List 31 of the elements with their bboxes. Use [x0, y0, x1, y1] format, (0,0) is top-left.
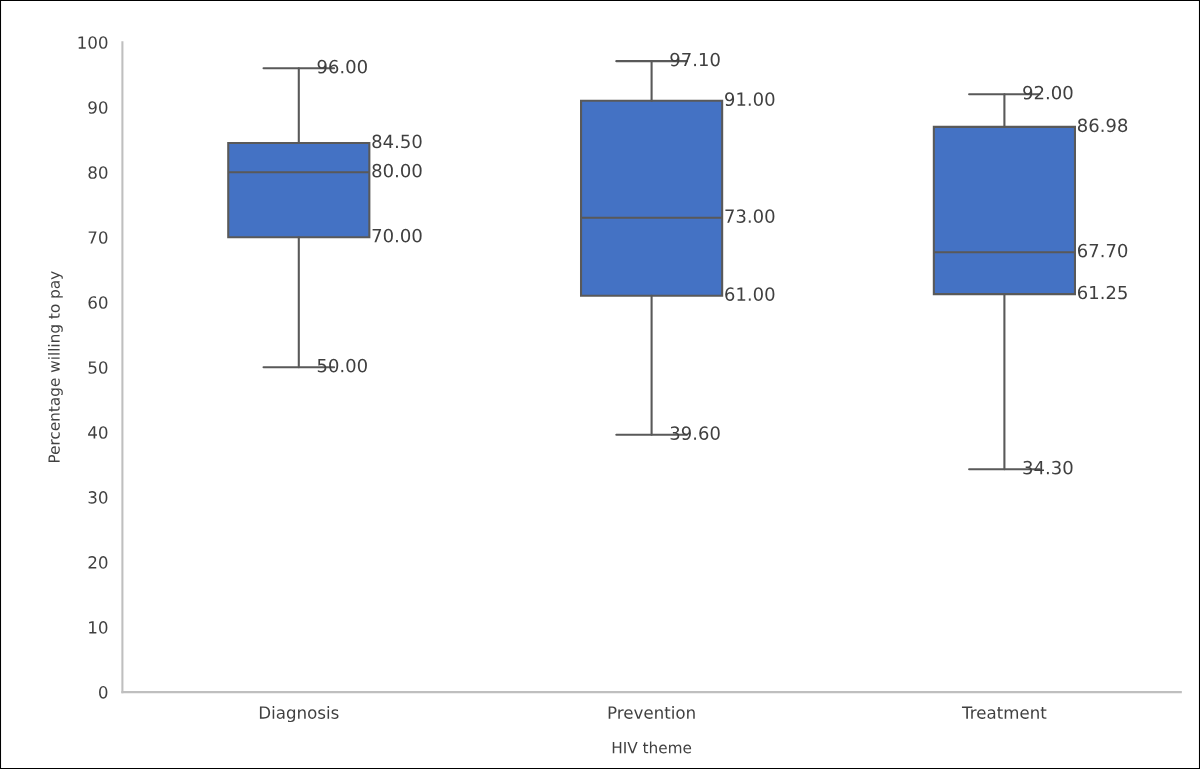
y-tick-label: 0 — [99, 686, 108, 699]
x-tick-label: Prevention — [608, 705, 695, 719]
text: 96.00 — [317, 59, 367, 74]
y-tick-label: 80 — [88, 166, 108, 179]
x-axis-title: HIV theme — [612, 741, 692, 754]
y-tick-label: 20 — [88, 556, 108, 569]
y-tick-label: 90 — [88, 101, 108, 114]
y-tick-label: 60 — [88, 296, 108, 309]
y-tick-label: 50 — [88, 361, 108, 374]
y-tick-label: 40 — [88, 426, 108, 439]
text: 61.00 — [725, 287, 775, 301]
text: 73.00 — [725, 209, 775, 223]
y-tick-label: 70 — [88, 231, 108, 244]
text: 86.98 — [1077, 118, 1128, 133]
text: 91.00 — [725, 92, 775, 107]
y-tick-label: 10 — [89, 621, 108, 634]
y-axis-title: Percentage willing to pay — [48, 271, 63, 463]
text: 97.10 — [670, 52, 720, 67]
text: 80.00 — [372, 163, 422, 178]
y-tick-label: 30 — [88, 491, 108, 504]
text: 61.25 — [1077, 285, 1127, 300]
text: 39.60 — [670, 426, 720, 441]
text: 34.30 — [1023, 460, 1073, 475]
text: 84.50 — [372, 134, 422, 149]
text: 92.00 — [1023, 85, 1073, 100]
x-tick-label: Diagnosis — [259, 705, 339, 723]
text: 50.00 — [317, 358, 367, 373]
x-tick-label: Treatment — [961, 706, 1047, 719]
text: 70.00 — [372, 228, 422, 243]
y-tick-label: 100 — [78, 36, 108, 49]
text: 67.70 — [1077, 243, 1128, 258]
